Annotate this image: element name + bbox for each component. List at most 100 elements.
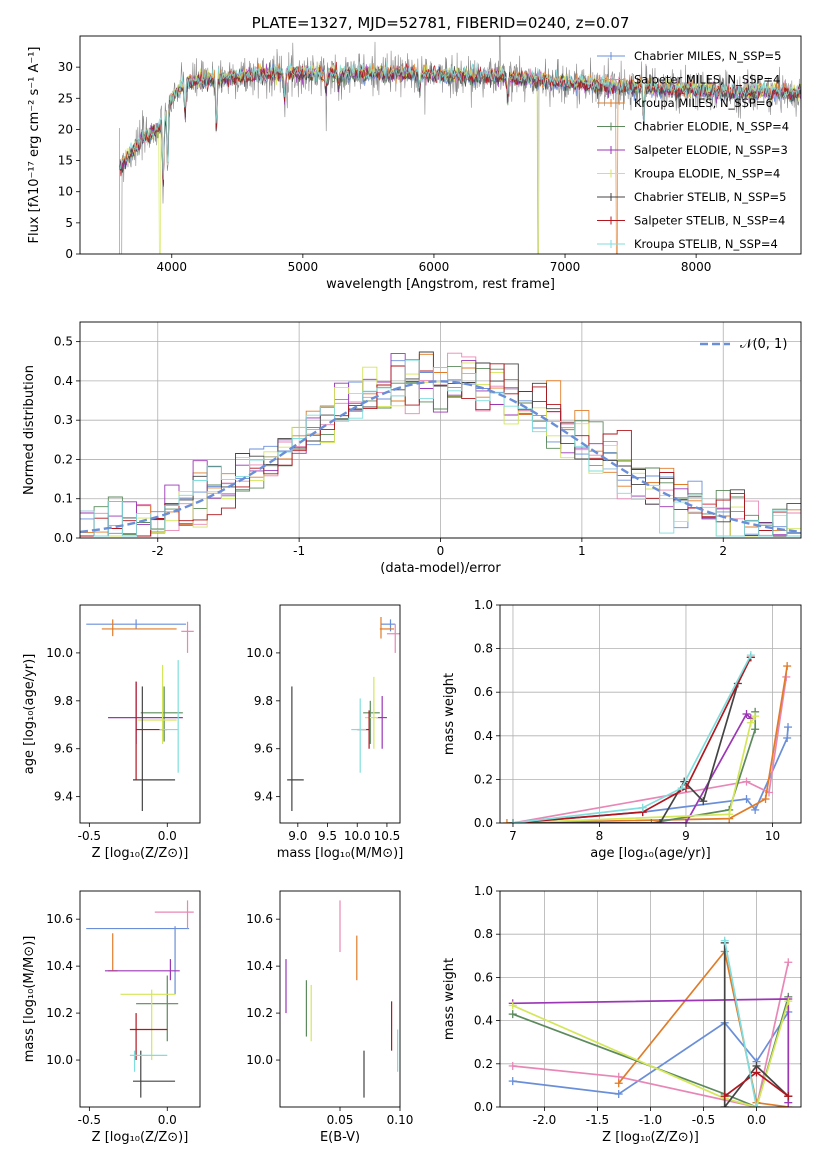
axes-frame — [499, 604, 802, 824]
y-tick-label: 0.4 — [474, 1014, 493, 1028]
x-tick-label: 9.5 — [318, 829, 337, 843]
series-marker — [742, 710, 751, 718]
y-tick-label: 10.6 — [246, 912, 273, 926]
legend-entry: Kroupa ELODIE, N_SSP=4 — [634, 167, 780, 181]
plot-area — [502, 651, 793, 823]
x-tick-label: 9.0 — [288, 829, 307, 843]
series-line — [512, 656, 752, 823]
y-axis-label: Normed distribution — [22, 365, 37, 495]
x-tick-label: 0 — [437, 544, 445, 558]
x-axis-label: wavelength [Angstrom, rest frame] — [326, 277, 555, 292]
legend-entry: Chabrier ELODIE, N_SSP=4 — [634, 120, 789, 134]
y-tick-label: 0 — [65, 247, 73, 261]
axes-frame — [79, 321, 802, 539]
y-tick-label: 10.4 — [46, 959, 73, 973]
series-marker — [508, 1077, 517, 1086]
x-tick-label: 8 — [596, 829, 604, 843]
series-marker — [784, 1092, 793, 1101]
y-tick-label: 0.4 — [474, 729, 493, 743]
y-tick-label: 0.2 — [54, 452, 73, 466]
x-tick-label: -0.5 — [78, 1113, 101, 1127]
series-line — [723, 942, 789, 1107]
axes-mass-vs-Z: -0.5 0.0 10.0 10.2 10.4 10.6 Z [log₁₀(Z/Z⊙)] ma… — [22, 890, 201, 1145]
y-tick-label: 0.0 — [474, 1100, 493, 1114]
legend-entry: Chabrier MILES, N_SSP=5 — [634, 49, 781, 63]
x-tick-label: -0.5 — [692, 1113, 715, 1127]
chart-title: PLATE=1327, MJD=52781, FIBERID=0240, z=0… — [252, 14, 630, 32]
y-tick-label: 20 — [58, 122, 73, 136]
series-line — [513, 711, 757, 823]
y-tick-label: 25 — [58, 91, 73, 105]
series-marker — [752, 1103, 761, 1107]
histogram-step — [80, 359, 801, 537]
y-tick-label: 0.2 — [474, 772, 493, 786]
series-marker — [502, 819, 511, 823]
series-marker — [656, 819, 665, 823]
x-tick-label: 10 — [765, 829, 780, 843]
x-tick-label: 7 — [509, 829, 517, 843]
series-marker — [742, 795, 751, 804]
series-marker — [638, 803, 647, 812]
plot-area — [508, 936, 793, 1107]
series-line — [513, 712, 752, 823]
y-tick-label: 0.1 — [54, 492, 73, 506]
axes-frame — [279, 890, 401, 1108]
y-tick-label: 15 — [58, 154, 73, 168]
legend-entry: Kroupa STELIB, N_SSP=4 — [634, 237, 778, 251]
x-axis-label: mass [log₁₀(M/M⊙)] — [277, 846, 404, 861]
y-tick-label: 0.8 — [474, 642, 493, 656]
plot-area — [287, 616, 400, 812]
axes-massweight-vs-age: 7 8 9 10 0.0 0.2 0.4 0.6 0.8 1.0 age [log₁₀(age/yr… — [442, 598, 802, 861]
x-tick-label: 9 — [682, 829, 690, 843]
x-axis-label: age [log₁₀(age/yr)] — [590, 846, 711, 861]
plot-area — [118, 36, 801, 254]
x-tick-label: 4000 — [156, 260, 187, 274]
y-tick-label: 0.6 — [474, 685, 493, 699]
legend-entry: Salpeter ELODIE, N_SSP=3 — [634, 143, 788, 157]
series-marker — [784, 723, 793, 732]
series-line — [512, 1000, 790, 1107]
series-line — [512, 962, 790, 1107]
y-tick-label: 0.5 — [54, 335, 73, 349]
series-marker — [784, 958, 793, 967]
y-tick-label: 10.2 — [46, 1006, 73, 1020]
axes-spectrum: 4000 5000 6000 7000 8000 0 5 10 15 20 25 30 waveleng… — [27, 14, 802, 292]
series-line — [513, 656, 752, 823]
y-tick-label: 1.0 — [474, 884, 493, 898]
x-tick-label: 0.0 — [747, 1113, 766, 1127]
x-tick-label: 6000 — [419, 260, 450, 274]
y-tick-label: 10.2 — [246, 1006, 273, 1020]
legend: Chabrier MILES, N_SSP=5 Salpeter MILES, N… — [597, 49, 789, 251]
axes-age-vs-Z: -0.5 0.0 9.4 9.6 9.8 10.0 Z [log₁₀(Z/Z⊙)] age [… — [22, 604, 201, 861]
x-tick-label: 5000 — [288, 260, 319, 274]
series-marker — [720, 1103, 729, 1107]
legend-entry: Kroupa MILES, N_SSP=6 — [634, 96, 773, 110]
y-tick-label: 30 — [58, 60, 73, 74]
plot-area — [285, 900, 399, 1098]
series-marker — [508, 1061, 517, 1070]
x-tick-label: 10.5 — [374, 829, 401, 843]
y-tick-label: 9.8 — [254, 694, 273, 708]
axes-frame — [499, 890, 802, 1108]
x-axis-label: Z [log₁₀(Z/Z⊙)] — [92, 846, 189, 861]
series-marker — [783, 662, 792, 671]
x-tick-label: -2 — [152, 544, 164, 558]
y-tick-label: 9.6 — [254, 742, 273, 756]
y-tick-label: 10 — [58, 185, 73, 199]
plot-area — [86, 900, 194, 1098]
y-axis-label: mass [log₁₀(M/M⊙)] — [22, 936, 37, 1063]
y-tick-label: 0.6 — [474, 970, 493, 984]
x-axis-label: E(B-V) — [320, 1130, 360, 1145]
y-tick-label: 0.8 — [474, 927, 493, 941]
series-line — [723, 940, 758, 1107]
y-tick-label: 9.6 — [54, 742, 73, 756]
x-tick-label: -1.0 — [639, 1113, 662, 1127]
series-marker — [783, 733, 792, 742]
y-tick-label: 1.0 — [474, 598, 493, 612]
x-tick-label: 0.0 — [158, 1113, 177, 1127]
y-tick-label: 5 — [65, 216, 73, 230]
series-marker — [508, 819, 517, 823]
series-marker — [614, 1090, 623, 1099]
